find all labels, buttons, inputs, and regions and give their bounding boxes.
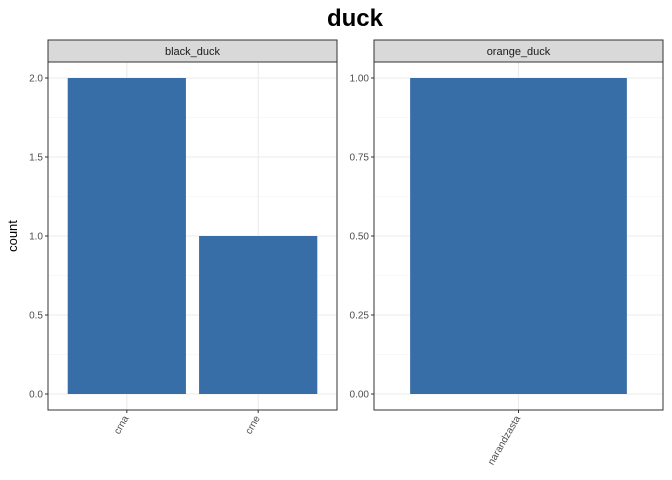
- y-tick-label: 0.50: [350, 232, 370, 243]
- chart-title: duck: [327, 5, 384, 32]
- y-tick-label: 1.00: [350, 74, 370, 85]
- facet-panel-black_duck: black_duck 0.0 0.5 1.0 1.5 2.0 crna crne: [29, 39, 338, 437]
- y-tick-label: 1.5: [29, 153, 43, 164]
- y-tick-label: 0.25: [350, 311, 370, 322]
- y-tick-label: 0.75: [350, 153, 370, 164]
- bar-crna: [67, 78, 186, 394]
- facet-strip-label: black_duck: [165, 46, 221, 58]
- y-tick-label: 0.5: [29, 311, 43, 322]
- x-tick-label: crna: [112, 414, 131, 437]
- bar-narandzasta: [410, 78, 627, 394]
- x-tick-label: crne: [244, 414, 263, 437]
- y-tick-label: 1.0: [29, 232, 43, 243]
- x-tick-label: narandzasta: [486, 414, 523, 468]
- bar-crne: [199, 236, 318, 394]
- y-axis-title: count: [5, 220, 20, 252]
- facet-strip-label: orange_duck: [487, 46, 551, 58]
- facet-panel-orange_duck: orange_duck 0.00 0.25 0.50 0.75 1.00 narandzas…: [350, 39, 664, 468]
- y-tick-label: 2.0: [29, 74, 43, 85]
- y-tick-label: 0.00: [350, 390, 370, 401]
- y-tick-label: 0.0: [29, 390, 43, 401]
